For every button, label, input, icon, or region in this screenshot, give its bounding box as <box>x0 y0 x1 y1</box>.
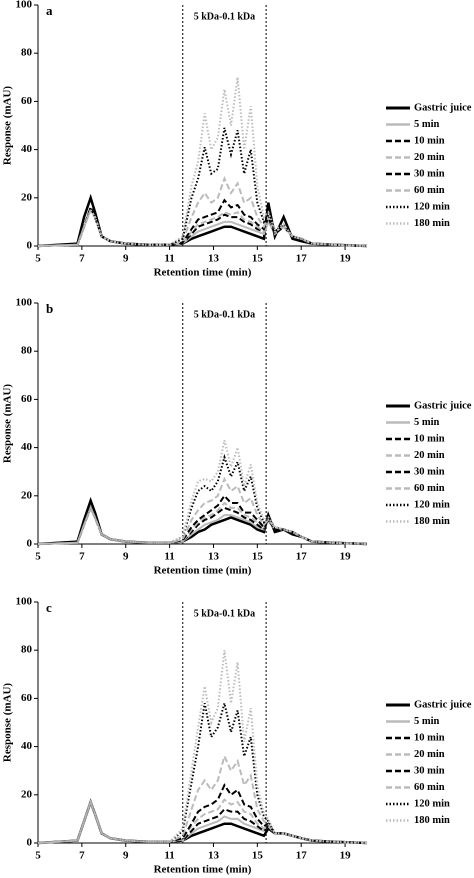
series-line <box>37 496 368 546</box>
legend-label: 120 min <box>414 798 450 809</box>
y-axis-title: Response (mAU) <box>2 683 14 762</box>
x-axis-title: Retention time (min) <box>154 565 252 577</box>
legend-label: 60 min <box>414 782 445 793</box>
region-label: 5 kDa-0.1 kDa <box>194 11 255 22</box>
y-tick-label: 40 <box>21 441 33 453</box>
region-label: 5 kDa-0.1 kDa <box>194 309 255 320</box>
x-tick-label: 5 <box>35 850 41 862</box>
x-tick-label: 15 <box>252 253 264 265</box>
legend-label: 5 min <box>414 716 440 727</box>
x-tick-label: 11 <box>164 850 174 862</box>
x-tick-label: 7 <box>79 253 85 265</box>
legend-label: 10 min <box>414 135 445 146</box>
y-tick-label: 40 <box>21 143 33 155</box>
y-tick-label: 40 <box>21 740 33 752</box>
panel: 0 20 40 60 80 100 5 7 9 11 13 15 17 19 Retention time … <box>2 596 472 876</box>
series-line <box>37 650 368 844</box>
legend-label: 60 min <box>414 483 445 494</box>
x-tick-label: 15 <box>252 551 264 563</box>
y-tick-label: 100 <box>16 297 33 309</box>
x-tick-label: 9 <box>123 253 129 265</box>
series-line <box>37 702 368 844</box>
series-line <box>37 798 368 844</box>
series-line <box>37 501 368 545</box>
legend-label: 120 min <box>414 201 450 212</box>
x-tick-label: 7 <box>79 850 85 862</box>
y-tick-label: 20 <box>21 489 33 501</box>
legend-label: 5 min <box>414 119 440 130</box>
y-tick-label: 80 <box>21 345 33 357</box>
y-tick-label: 80 <box>21 644 33 656</box>
legend-label: 30 min <box>414 466 445 477</box>
panel: 0 20 40 60 80 100 5 7 9 11 13 15 17 19 Retention time … <box>2 297 472 577</box>
y-tick-label: 20 <box>21 788 33 800</box>
y-axis-title: Response (mAU) <box>2 384 14 463</box>
y-tick-label: 0 <box>27 837 33 849</box>
x-tick-label: 17 <box>296 850 308 862</box>
y-tick-label: 100 <box>16 0 33 11</box>
y-tick-label: 60 <box>21 393 33 405</box>
legend-label: Gastric juice <box>414 699 472 710</box>
legend-label: 30 min <box>414 765 445 776</box>
panel-label: a <box>46 3 53 18</box>
y-tick-label: 0 <box>27 538 33 550</box>
legend-label: 20 min <box>414 152 445 163</box>
series-line <box>37 440 368 545</box>
legend-label: 120 min <box>414 499 450 510</box>
y-axis-title: Response (mAU) <box>2 86 14 165</box>
x-tick-label: 19 <box>340 253 352 265</box>
y-tick-label: 80 <box>21 47 33 59</box>
legend-label: 180 min <box>414 218 450 229</box>
x-tick-label: 17 <box>296 551 308 563</box>
legend-label: 20 min <box>414 450 445 461</box>
y-tick-label: 60 <box>21 692 33 704</box>
x-axis-title: Retention time (min) <box>154 864 252 876</box>
legend-label: 10 min <box>414 433 445 444</box>
y-tick-label: 20 <box>21 191 33 203</box>
legend-label: 60 min <box>414 185 445 196</box>
x-tick-label: 15 <box>252 850 264 862</box>
x-tick-label: 13 <box>208 850 220 862</box>
series-line <box>37 127 368 247</box>
y-tick-label: 100 <box>16 596 33 608</box>
x-tick-label: 9 <box>123 551 129 563</box>
x-axis-title: Retention time (min) <box>154 267 252 279</box>
series-line <box>37 753 368 844</box>
panel: 0 20 40 60 80 100 5 7 9 11 13 15 17 19 Retention time … <box>2 0 472 279</box>
x-tick-label: 5 <box>35 253 41 265</box>
legend-label: 5 min <box>414 417 440 428</box>
series-line <box>37 476 368 545</box>
legend-label: Gastric juice <box>414 102 472 113</box>
legend-label: 180 min <box>414 516 450 527</box>
x-tick-label: 19 <box>340 850 352 862</box>
legend-label: 180 min <box>414 815 450 826</box>
legend-label: 20 min <box>414 749 445 760</box>
series-line <box>37 175 368 247</box>
x-tick-label: 11 <box>164 253 174 265</box>
y-tick-label: 0 <box>27 240 33 252</box>
legend-label: 10 min <box>414 732 445 743</box>
legend-label: 30 min <box>414 168 445 179</box>
series-line <box>37 798 368 845</box>
x-tick-label: 13 <box>208 551 220 563</box>
x-tick-label: 5 <box>35 551 41 563</box>
panel-label: c <box>46 600 52 615</box>
series-line <box>37 204 368 247</box>
x-tick-label: 17 <box>296 253 308 265</box>
panel-label: b <box>46 301 53 316</box>
x-tick-label: 7 <box>79 551 85 563</box>
x-tick-label: 11 <box>164 551 174 563</box>
y-tick-label: 60 <box>21 95 33 107</box>
legend-label: Gastric juice <box>414 400 472 411</box>
series-line <box>37 77 368 247</box>
region-label: 5 kDa-0.1 kDa <box>194 608 255 619</box>
x-tick-label: 9 <box>123 850 129 862</box>
x-tick-label: 19 <box>340 551 352 563</box>
x-tick-label: 13 <box>208 253 220 265</box>
